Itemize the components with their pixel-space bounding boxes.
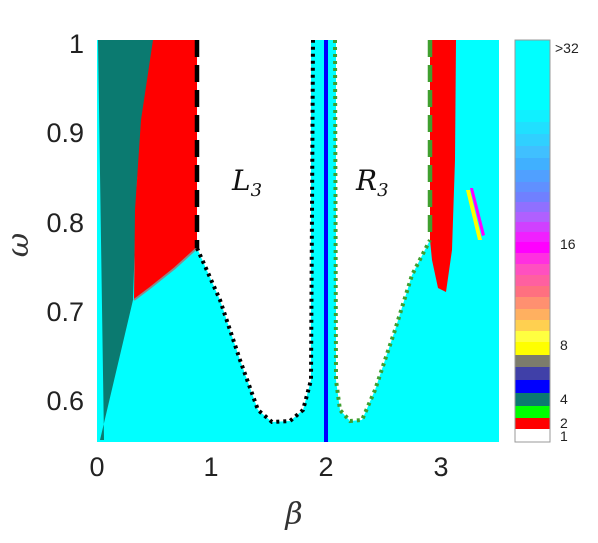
region-label-R3-main: R [355,164,377,197]
colorbar-segment [515,286,550,297]
region-label-L3-sub: 3 [251,180,262,201]
colorbar-frame [514,39,551,443]
y-tick-label: 1 [69,29,84,59]
small-feature-magenta [470,188,485,236]
colorbar-label: 1 [560,428,568,444]
colorbar-segment [515,122,550,134]
colorbar-segment [515,342,550,355]
plot-area: L3 R3 [97,39,499,442]
colorbar-label: 4 [560,391,568,407]
y-tick-label: 0.9 [46,118,84,148]
colorbar-segment [515,429,550,442]
colorbar-segment [515,158,550,170]
colorbar-segment [515,232,550,242]
colorbar-segment [515,355,550,367]
colorbar-label: 16 [560,236,576,252]
colorbar-segment [515,202,550,212]
colorbar-segment [515,380,550,393]
y-axis: 0.6 0.7 0.8 0.9 1 ω [1,29,84,416]
colorbar-segment [515,146,550,158]
colorbar-segment [515,393,550,406]
colorbar-segment [515,170,550,182]
x-tick-label: 1 [203,452,218,482]
colorbar-segment [515,253,550,264]
colorbar-label: >32 [555,40,579,56]
colorbar-segment [515,418,550,429]
L3-bottom-boundary [195,39,315,425]
colorbar-segment [515,406,550,418]
colorbar-label: 8 [560,337,568,353]
colorbar [514,39,551,443]
colorbar-segment [515,134,550,146]
x-axis-label: β [284,497,302,532]
colorbar-segment [515,222,550,232]
y-axis-label: ω [1,233,36,257]
region-period-2-right [430,40,456,292]
region-period-2-left [134,40,197,300]
region-label-L3-main: L [231,164,251,197]
colorbar-segment [515,242,550,253]
colorbar-segment [515,264,550,275]
R3-bottom-boundary [333,39,432,424]
region-L3 [197,40,311,422]
region-R3 [336,40,430,421]
colorbar-segment [515,40,550,110]
region-label-R3: R3 [355,164,389,201]
colorbar-segment [515,331,550,342]
colorbar-segment [515,297,550,309]
region-period-2-left-edge [133,247,198,301]
colorbar-label: 2 [560,415,568,431]
y-tick-label: 0.8 [46,208,84,238]
x-tick-label: 0 [89,452,104,482]
colorbar-segment [515,192,550,202]
x-tick-label: 2 [318,452,333,482]
region-label-R3-sub: 3 [377,180,388,201]
y-tick-label: 0.6 [46,386,84,416]
y-tick-label: 0.7 [46,297,84,327]
colorbar-segment [515,110,550,122]
colorbar-segment [515,309,550,320]
colorbar-segment [515,275,550,286]
colorbar-segment [515,320,550,331]
colorbar-labels: >32 16 8 4 2 1 [555,40,579,444]
x-tick-label: 3 [433,452,448,482]
colorbar-segment [515,212,550,222]
small-feature [466,190,482,240]
colorbar-segment [515,182,550,192]
x-axis: 0 1 2 3 β [89,452,448,532]
region-label-L3: L3 [231,164,262,201]
colorbar-segment [515,367,550,380]
